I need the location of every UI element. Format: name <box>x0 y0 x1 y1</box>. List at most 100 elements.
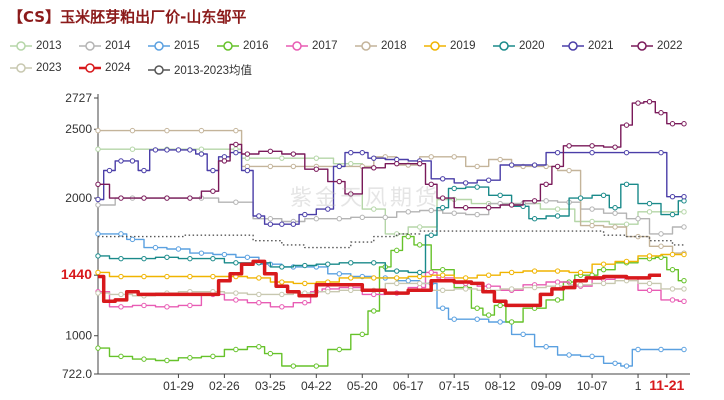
data-point-2020 <box>623 181 630 188</box>
data-point-2019 <box>646 253 653 259</box>
data-point-2015 <box>129 236 136 243</box>
data-point-2021 <box>508 162 515 168</box>
data-point-2020 <box>531 216 538 222</box>
legend-marker-icon <box>631 41 653 51</box>
data-point-2019 <box>577 269 584 276</box>
data-point-2015 <box>658 346 664 353</box>
data-point-2016 <box>95 345 101 351</box>
data-point-2021 <box>440 176 446 182</box>
data-point-2022 <box>394 160 400 167</box>
x-tick-label: 09-09 <box>531 379 562 393</box>
data-point-2023 <box>531 284 538 291</box>
legend-item[interactable]: 2023 <box>10 62 62 74</box>
data-point-2017 <box>646 287 653 294</box>
data-point-2017 <box>302 299 308 306</box>
data-point-2020 <box>600 192 607 199</box>
data-point-2017 <box>681 298 687 305</box>
data-point-2023 <box>394 280 400 287</box>
data-point-2023 <box>417 280 423 287</box>
data-point-2022 <box>623 122 630 128</box>
data-point-2020 <box>554 213 561 219</box>
x-tick-label: 01-29 <box>163 379 194 393</box>
data-point-2017 <box>279 304 285 310</box>
data-point-2016 <box>313 363 320 369</box>
legend-item[interactable]: 2016 <box>217 40 269 52</box>
data-point-2021 <box>371 155 377 161</box>
data-point-2015 <box>118 231 124 237</box>
legend-marker-icon <box>79 41 101 51</box>
legend-item[interactable]: 2013-2023均值 <box>148 62 252 78</box>
legend-label: 2021 <box>588 40 614 52</box>
data-point-2020 <box>440 205 446 211</box>
legend-item[interactable]: 2020 <box>493 40 545 52</box>
watermark-text: 紫金天风期货 <box>290 186 441 211</box>
data-point-2023 <box>348 287 354 294</box>
series-line-2016 <box>98 235 684 367</box>
data-point-2014 <box>267 216 274 222</box>
legend-item[interactable]: 2013 <box>10 40 62 52</box>
data-point-2019 <box>600 261 607 267</box>
data-point-2016 <box>554 297 561 303</box>
data-point-2018 <box>451 154 457 160</box>
chart-title: 【CS】玉米胚芽粕出厂价-山东邹平 <box>8 8 247 26</box>
data-point-2014 <box>359 214 365 221</box>
data-point-2019 <box>256 275 262 281</box>
data-point-2021 <box>95 196 101 203</box>
y-tick-label: 1440 <box>61 266 92 282</box>
data-point-2014 <box>681 224 687 230</box>
data-point-2018 <box>428 154 434 160</box>
legend-label: 2015 <box>174 40 200 52</box>
data-point-2020 <box>451 185 457 192</box>
data-point-2019 <box>187 273 193 280</box>
data-point-2023 <box>233 290 239 296</box>
legend-item[interactable]: 2015 <box>148 40 200 52</box>
data-point-2016 <box>164 357 170 364</box>
legend-item[interactable]: 2019 <box>424 40 476 52</box>
data-point-2022 <box>646 99 653 105</box>
data-point-2018 <box>474 163 480 170</box>
y-tick-label: 2000 <box>65 191 92 205</box>
data-point-2019 <box>485 272 492 278</box>
legend-item[interactable]: 2014 <box>79 40 131 52</box>
x-tick-label: 05-20 <box>347 379 378 393</box>
legend-marker-icon <box>148 41 170 51</box>
legend-marker-icon <box>562 41 584 51</box>
data-point-2023 <box>118 291 124 298</box>
legend-item[interactable]: 2024 <box>79 62 131 74</box>
data-point-2020 <box>474 184 480 190</box>
data-point-2014 <box>658 231 664 237</box>
legend-item[interactable]: 2021 <box>562 40 614 52</box>
data-point-2015 <box>152 244 159 251</box>
legend-item[interactable]: 2022 <box>631 40 683 52</box>
data-point-2018 <box>612 224 618 230</box>
data-point-2019 <box>302 280 308 287</box>
data-point-2016 <box>669 266 676 273</box>
data-point-2015 <box>405 277 411 284</box>
legend-item[interactable]: 2018 <box>355 40 407 52</box>
data-point-2018 <box>164 127 170 134</box>
x-tick-label: 06-17 <box>393 379 424 393</box>
data-point-2019 <box>508 269 515 276</box>
data-point-2014 <box>543 198 549 204</box>
x-tick-label: 11-21 <box>649 377 684 393</box>
data-point-2017 <box>428 269 434 276</box>
data-point-2021 <box>462 180 469 186</box>
data-point-2016 <box>497 302 503 309</box>
data-point-2021 <box>302 211 308 218</box>
data-point-2016 <box>256 344 262 350</box>
data-point-2021 <box>141 167 147 174</box>
data-point-2021 <box>118 158 124 164</box>
data-point-2017 <box>256 299 262 306</box>
data-point-2014 <box>233 199 239 205</box>
data-point-2021 <box>336 163 342 170</box>
data-point-2019 <box>118 273 124 280</box>
legend-item[interactable]: 2017 <box>286 40 338 52</box>
data-point-2020 <box>164 254 170 260</box>
series-line-2019 <box>98 253 684 285</box>
data-point-2016 <box>233 346 239 353</box>
legend-label: 2024 <box>105 62 131 74</box>
data-point-2021 <box>325 206 331 212</box>
data-point-2023 <box>600 280 607 287</box>
data-point-2014 <box>428 207 434 214</box>
data-point-2023 <box>681 286 687 292</box>
